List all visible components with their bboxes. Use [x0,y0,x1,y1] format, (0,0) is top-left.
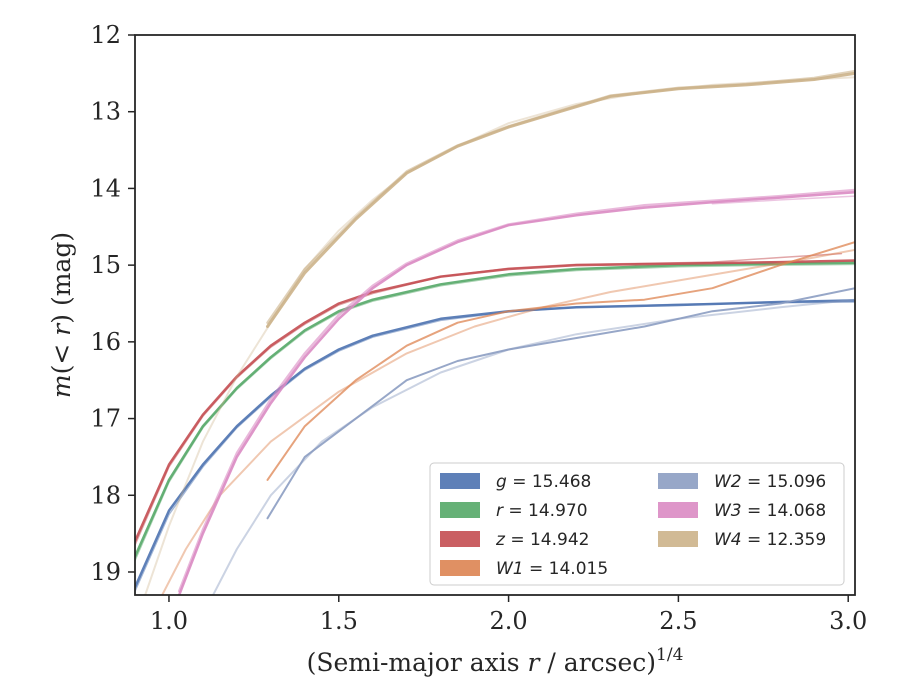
series-w2-curve-2 [212,298,855,595]
legend-label-w2: W2 = 15.096 [714,472,826,492]
x-tick-label: 2.0 [489,607,527,635]
series-g-curve-2 [135,301,855,592]
y-tick-label: 14 [90,174,121,202]
series-w3-curve-3 [711,195,855,205]
y-tick-label: 15 [90,251,121,279]
y-tick-label: 18 [90,481,121,509]
legend-label-w3: W3 = 14.068 [714,501,826,521]
legend-swatch-w2 [658,473,698,489]
series-r-curve-1 [135,261,855,558]
legend-label-w1: W1 = 14.015 [496,559,608,579]
y-tick-label: 12 [90,21,121,49]
legend-swatch-w1 [440,560,480,576]
series-w4-curve-3 [144,76,855,595]
series-w1-curve-1 [266,241,855,481]
x-tick-label: 1.5 [320,607,358,635]
legend-label-w4: W4 = 12.359 [714,530,826,550]
axis-ticks: 1.0 1.5 2.0 2.5 3.0 12 13 14 15 16 17 18 19 [90,21,867,635]
y-axis-label: m(< r) (mag) [47,232,76,398]
series-w4-curve-2 [266,69,855,324]
legend-label-g: g = 15.468 [496,472,591,492]
series-w3-curve-2 [177,188,855,593]
series-z-curve-1 [135,259,855,543]
series-r-curve-2 [135,263,855,562]
y-tick-label: 19 [90,558,121,586]
legend: g = 15.468 r = 14.970 z = 14.942 W1 = 14.01… [429,462,845,586]
series-z-curve-2 [135,252,843,546]
legend-swatch-g [440,473,480,489]
series-w2-curve-1 [266,287,855,520]
series-curves [135,69,855,595]
y-tick-label: 17 [90,405,121,433]
x-tick-label: 3.0 [829,607,867,635]
plot-frame [134,34,856,596]
legend-swatch-w3 [658,502,698,518]
y-tick-label: 16 [90,328,121,356]
y-tick-label: 13 [90,98,121,126]
x-tick-label: 2.5 [659,607,697,635]
x-tick-label: 1.0 [150,607,188,635]
legend-label-r: r = 14.970 [496,501,588,521]
legend-swatch-w4 [658,531,698,547]
legend-swatch-r [440,502,480,518]
legend-swatch-z [440,531,480,547]
legend-frame [429,462,845,586]
series-w3-curve-1 [177,191,855,595]
x-axis-label: (Semi-major axis r / arcsec)1/4 [307,645,684,677]
legend-label-z: z = 14.942 [495,530,589,550]
